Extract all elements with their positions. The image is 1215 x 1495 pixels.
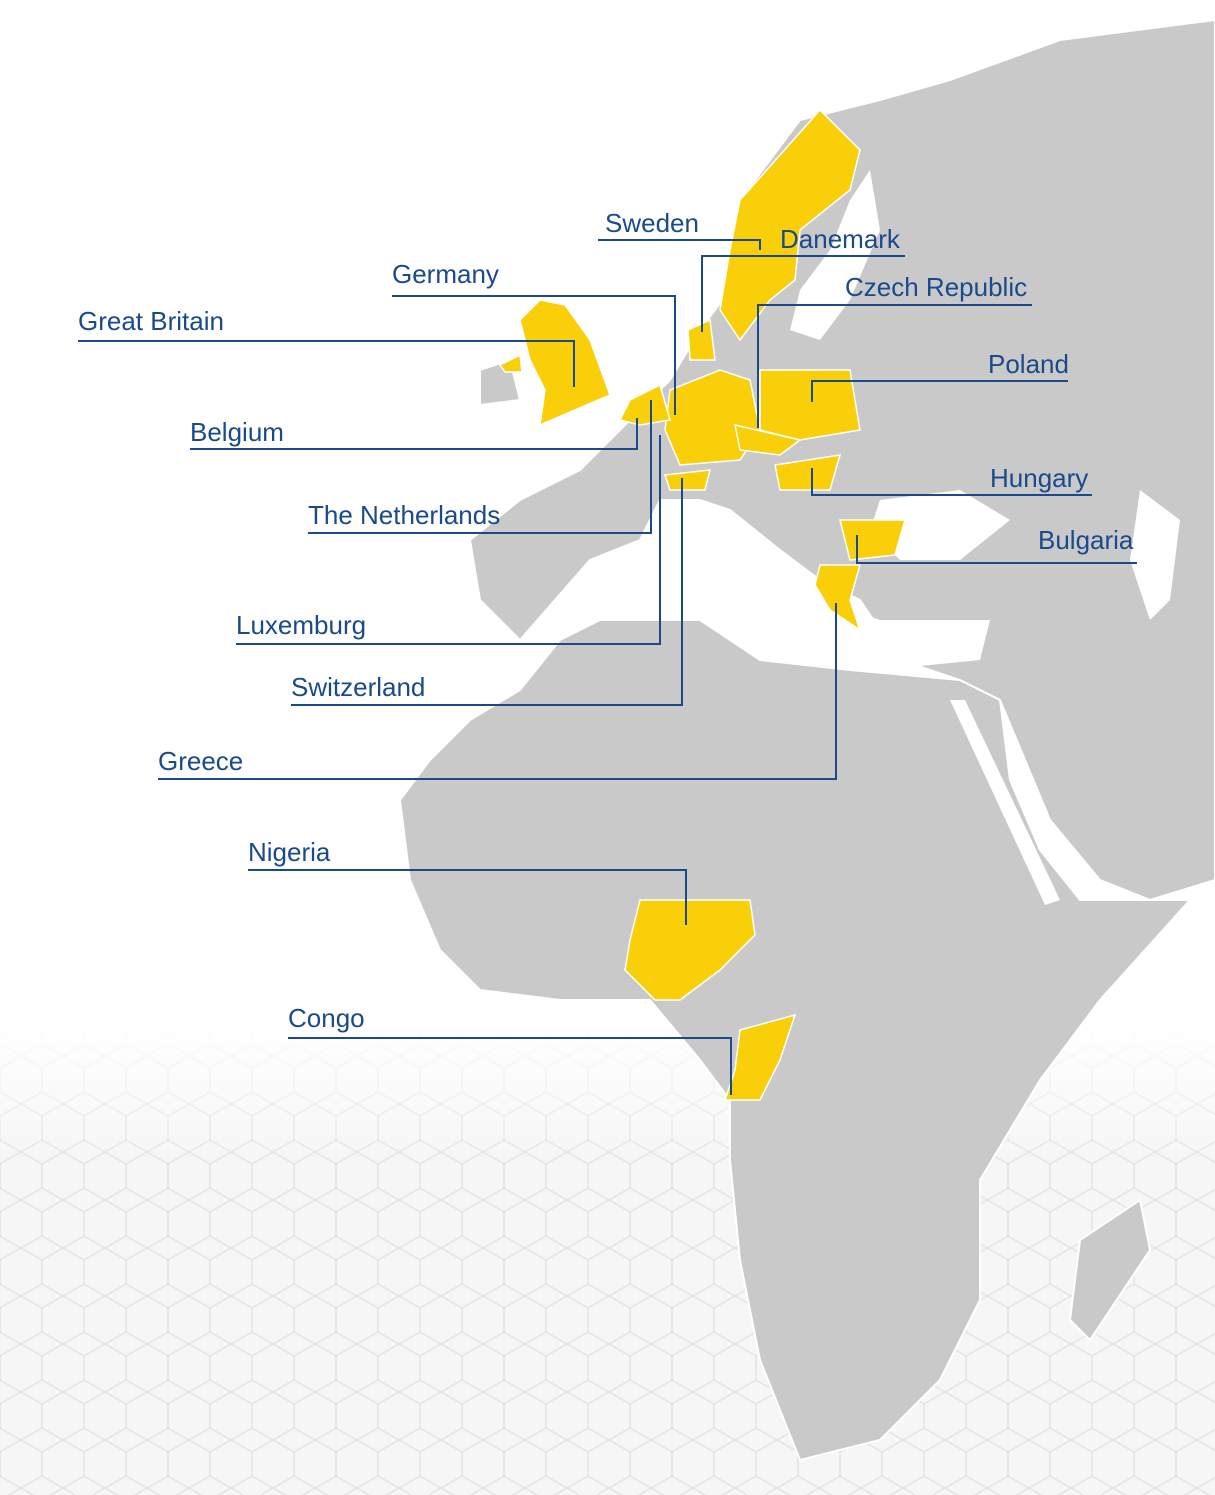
- benelux-shape: [618, 383, 671, 426]
- black-sea: [870, 490, 1010, 560]
- great-britain-shape: [519, 299, 611, 427]
- greece-shape: [814, 564, 862, 632]
- nigeria-shape: [624, 899, 756, 1001]
- bulgaria-shape: [839, 519, 906, 561]
- leader-lines: [78, 239, 1137, 1095]
- country-label: Poland: [988, 349, 1069, 379]
- leader-line: [288, 1037, 732, 1095]
- landmass: [398, 18, 1215, 1462]
- leader-line: [248, 869, 687, 925]
- country-label: The Netherlands: [308, 500, 500, 530]
- africa: [398, 619, 1193, 1462]
- leader-line: [701, 255, 905, 332]
- leader-line: [236, 435, 661, 645]
- country-label: Greece: [158, 746, 243, 776]
- leader-line: [190, 418, 638, 450]
- country-label: Congo: [288, 1003, 365, 1033]
- hungary-shape: [774, 454, 842, 491]
- switzerland-shape: [663, 469, 711, 491]
- country-label: Sweden: [605, 208, 699, 238]
- leader-line: [78, 340, 575, 387]
- sweden-shape: [719, 108, 861, 342]
- poland-shape: [759, 369, 861, 441]
- country-label: Danemark: [780, 224, 901, 254]
- leader-line: [308, 400, 652, 534]
- leader-line: [757, 304, 1032, 428]
- red-sea: [950, 700, 1060, 905]
- country-label: Hungary: [990, 463, 1088, 493]
- leader-line: [811, 468, 1092, 496]
- country-label: Switzerland: [291, 672, 425, 702]
- labels: Sweden Danemark Germany Czech Republic G…: [78, 208, 1134, 1033]
- leader-line: [392, 295, 676, 415]
- country-label: Great Britain: [78, 306, 224, 336]
- leader-line: [856, 535, 1137, 564]
- leader-line: [598, 239, 761, 250]
- northern-ireland-shape: [498, 353, 523, 373]
- country-label: Germany: [392, 259, 499, 289]
- country-label: Luxemburg: [236, 610, 366, 640]
- madagascar: [1068, 1198, 1152, 1342]
- country-label: Bulgaria: [1038, 525, 1134, 555]
- mediterranean: [600, 560, 990, 670]
- country-label: Czech Republic: [845, 272, 1027, 302]
- leader-line: [291, 478, 683, 706]
- czech-shape: [734, 424, 802, 456]
- leader-line: [811, 380, 1068, 402]
- congo-shape: [723, 1013, 797, 1101]
- country-label: Nigeria: [248, 837, 331, 867]
- highlighted-countries: [498, 108, 906, 1101]
- caspian-sea: [1130, 490, 1180, 620]
- leader-line: [158, 603, 837, 780]
- country-label: Belgium: [190, 417, 284, 447]
